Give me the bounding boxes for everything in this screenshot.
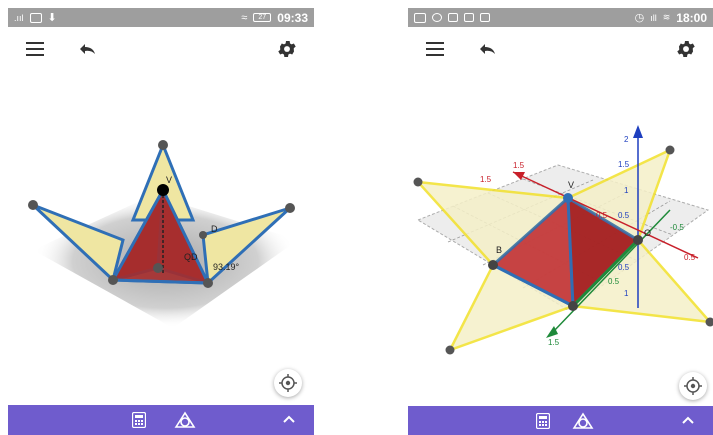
- y-tick-label: 0.5: [608, 277, 620, 286]
- recenter-button[interactable]: [274, 369, 302, 397]
- z-tick-label: 2: [624, 135, 629, 144]
- pyramid-edge: [571, 238, 640, 308]
- corner-label: B: [496, 245, 502, 255]
- net-vertex[interactable]: [665, 145, 675, 155]
- net-vertex[interactable]: [285, 203, 295, 213]
- angle-label: 93.19°: [213, 262, 240, 272]
- y-axis-arrow: [546, 326, 558, 338]
- apex-point[interactable]: [157, 184, 169, 196]
- apex-label: V: [166, 175, 172, 185]
- signal-icon: ıll: [650, 12, 657, 23]
- z-tick-label: 0.5: [618, 263, 630, 272]
- y-tick-label: -0.5: [670, 223, 684, 232]
- status-bar: .ııl ⬇ ≈ 27 09:33: [8, 8, 314, 27]
- apex-label: V: [568, 180, 574, 190]
- signal-icon: .ııl: [14, 12, 24, 23]
- x-tick-label: 0.5: [596, 211, 608, 220]
- net-vertex[interactable]: [705, 317, 713, 327]
- left-phone-screen: .ııl ⬇ ≈ 27 09:33: [8, 0, 314, 435]
- chevron-up-icon[interactable]: [282, 412, 296, 426]
- left-pyramid-scene: V D QD 93.19°: [28, 140, 298, 328]
- image-notification-icon: [414, 12, 426, 23]
- status-right-group: ≈ 27 09:33: [241, 8, 308, 27]
- base-vertex[interactable]: [633, 235, 643, 245]
- app-toolbar: [408, 36, 713, 64]
- origin-label: O: [644, 228, 651, 238]
- menu-icon[interactable]: [26, 42, 44, 56]
- base-vertex[interactable]: [568, 301, 578, 311]
- whatsapp-icon: [432, 13, 442, 22]
- recenter-button[interactable]: [679, 372, 707, 400]
- graphics-3d-view-left[interactable]: V D QD 93.19°: [8, 70, 314, 400]
- z-tick-label: 1: [624, 186, 629, 195]
- wifi-icon: ≈: [241, 11, 248, 24]
- status-left-group: .ııl ⬇: [14, 8, 57, 27]
- status-time: 18:00: [676, 10, 707, 25]
- base-vertex[interactable]: [153, 263, 163, 273]
- z-tick-label: 1: [624, 289, 629, 298]
- x-axis: [512, 171, 699, 259]
- download-icon: ⬇: [47, 12, 57, 24]
- calculator-icon[interactable]: [536, 413, 550, 429]
- z-tick-label: 1.5: [618, 160, 630, 169]
- youtube-icon: [464, 13, 474, 22]
- status-right-group: ◷ ıll ≋ 18:00: [635, 8, 707, 27]
- geometry-tools-icon[interactable]: [572, 411, 594, 431]
- y-tick-label: 1.5: [548, 338, 560, 347]
- net-vertex[interactable]: [445, 345, 455, 355]
- apex-point[interactable]: [563, 193, 573, 203]
- menu-icon[interactable]: [426, 42, 444, 56]
- calculator-icon[interactable]: [132, 412, 146, 428]
- x-axis-arrow: [513, 172, 525, 180]
- red-axis-label: 1.5: [513, 161, 525, 170]
- base-vertex[interactable]: [488, 260, 498, 270]
- youtube-icon: [480, 13, 490, 22]
- target-icon: [684, 377, 702, 395]
- net-vertex[interactable]: [413, 177, 423, 187]
- battery-icon: ≋: [662, 12, 671, 22]
- x-tick-label: 1.5: [480, 175, 492, 184]
- side-label: QD: [184, 252, 198, 262]
- gear-icon[interactable]: [276, 38, 298, 60]
- red-axis-label: 0.5: [684, 253, 696, 262]
- graphics-3d-view-right[interactable]: 2 1.5 1 0.5 0.5 1 1.5 0.5 0.5 -0.5 0.5 1…: [408, 70, 713, 400]
- corner-label: D: [211, 224, 218, 234]
- y-axis: [552, 209, 671, 333]
- status-time: 09:33: [277, 10, 308, 25]
- right-net-scene: 2 1.5 1 0.5 0.5 1 1.5 0.5 0.5 -0.5 0.5 1…: [413, 125, 713, 355]
- bottom-toolbar: [408, 406, 713, 435]
- net-vertex[interactable]: [28, 200, 38, 210]
- geometry-tools-icon[interactable]: [174, 410, 196, 430]
- youtube-icon: [448, 13, 458, 22]
- battery-icon: 27: [253, 13, 272, 22]
- base-diagonal: [112, 278, 209, 285]
- chevron-up-icon[interactable]: [681, 413, 695, 427]
- base-vertex[interactable]: [199, 231, 207, 239]
- undo-icon[interactable]: [476, 39, 498, 59]
- right-phone-screen: ◷ ıll ≋ 18:00: [408, 0, 713, 435]
- status-left-group: [414, 8, 490, 27]
- bottom-toolbar: [8, 405, 314, 435]
- app-toolbar: [8, 36, 314, 64]
- status-bar: ◷ ıll ≋ 18:00: [408, 8, 713, 27]
- image-notification-icon: [29, 12, 42, 23]
- z-tick-label: 0.5: [618, 211, 630, 220]
- undo-icon[interactable]: [76, 39, 98, 59]
- alarm-icon: ◷: [634, 12, 645, 24]
- pyramid-edge: [492, 263, 574, 308]
- net-face-left: [31, 203, 125, 283]
- z-axis-arrow: [633, 125, 643, 138]
- net-face-right: [201, 206, 292, 287]
- net-vertex[interactable]: [158, 140, 168, 150]
- gear-icon[interactable]: [675, 38, 697, 60]
- base-vertex[interactable]: [203, 278, 213, 288]
- target-icon: [279, 374, 297, 392]
- base-vertex[interactable]: [108, 275, 118, 285]
